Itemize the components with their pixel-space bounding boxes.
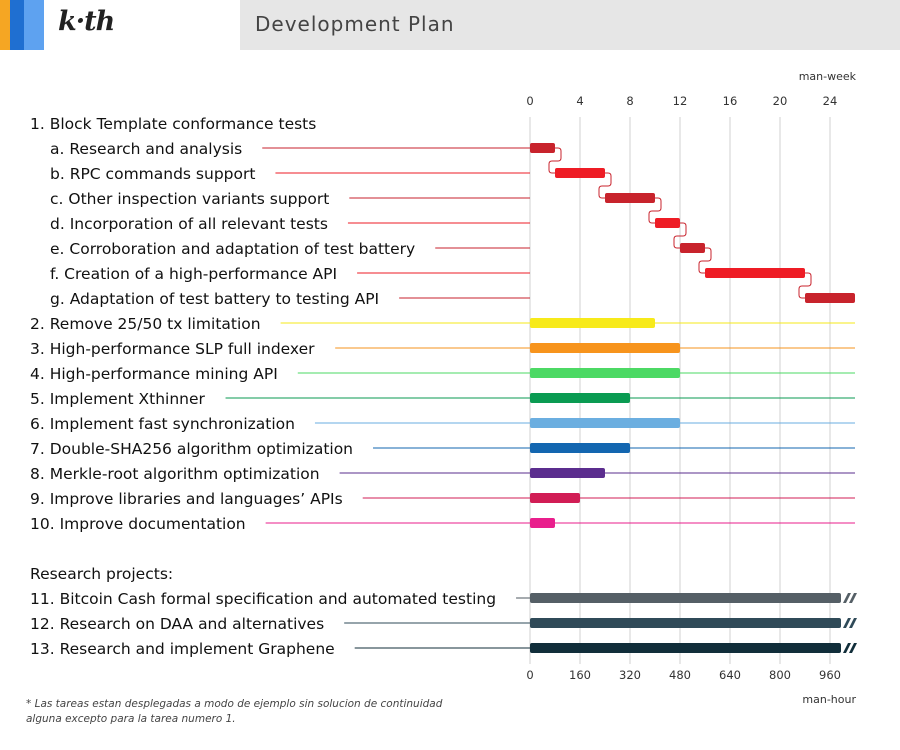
tick-label-bottom: 160 bbox=[569, 668, 591, 682]
task-label: e. Corroboration and adaptation of test … bbox=[50, 240, 415, 258]
task-label: 12. Research on DAA and alternatives bbox=[30, 615, 324, 633]
task-label: 11. Bitcoin Cash formal specification an… bbox=[30, 590, 496, 608]
dependency-connector bbox=[548, 147, 562, 174]
task-bar bbox=[530, 418, 680, 428]
tick-label-bottom: 0 bbox=[526, 668, 533, 682]
task-label: b. RPC commands support bbox=[50, 165, 255, 183]
task-bar bbox=[655, 218, 680, 228]
task-bar bbox=[705, 268, 805, 278]
tick-label-bottom: 960 bbox=[819, 668, 841, 682]
dependency-connector bbox=[698, 247, 712, 274]
task-label: 13. Research and implement Graphene bbox=[30, 640, 335, 658]
task-label: Research projects: bbox=[30, 565, 173, 583]
task-label: 1. Block Template conformance tests bbox=[30, 115, 316, 133]
task-bar bbox=[530, 343, 680, 353]
task-bar bbox=[530, 643, 841, 653]
ongoing-marker bbox=[843, 643, 851, 653]
dependency-connector bbox=[648, 197, 662, 224]
task-label: 8. Merkle-root algorithm optimization bbox=[30, 465, 320, 483]
brand-stripe-orange bbox=[0, 0, 10, 50]
task-bar bbox=[530, 393, 630, 403]
task-bar bbox=[530, 468, 605, 478]
ongoing-marker bbox=[849, 593, 857, 603]
task-bar bbox=[680, 243, 705, 253]
task-bar bbox=[530, 368, 680, 378]
task-label: c. Other inspection variants support bbox=[50, 190, 329, 208]
task-bar bbox=[530, 318, 655, 328]
logo-box bbox=[44, 0, 240, 50]
task-label: 5. Implement Xthinner bbox=[30, 390, 206, 408]
ongoing-marker bbox=[849, 643, 857, 653]
task-label: d. Incorporation of all relevant tests bbox=[50, 215, 328, 233]
task-bar bbox=[530, 493, 580, 503]
dependency-connector bbox=[598, 172, 612, 199]
task-bar bbox=[530, 143, 555, 153]
dependency-connector bbox=[673, 222, 687, 249]
axis-unit-bottom: man-hour bbox=[802, 693, 856, 706]
task-label: a. Research and analysis bbox=[50, 140, 242, 158]
footnote: * Las tareas estan desplegadas a modo de… bbox=[26, 698, 443, 725]
task-bar bbox=[530, 618, 841, 628]
task-bar bbox=[555, 168, 605, 178]
tick-label-top: 0 bbox=[526, 94, 533, 108]
task-bar bbox=[605, 193, 655, 203]
ongoing-marker bbox=[849, 618, 857, 628]
task-label: 2. Remove 25/50 tx limitation bbox=[30, 315, 261, 333]
tick-label-top: 20 bbox=[773, 94, 788, 108]
tick-label-bottom: 320 bbox=[619, 668, 641, 682]
axis-unit-top: man-week bbox=[799, 70, 857, 83]
dependency-connector bbox=[798, 272, 812, 299]
task-label: 9. Improve libraries and languages’ APIs bbox=[30, 490, 343, 508]
tick-label-top: 16 bbox=[723, 94, 738, 108]
task-bar bbox=[530, 518, 555, 528]
task-bar bbox=[530, 443, 630, 453]
task-label: g. Adaptation of test battery to testing… bbox=[50, 290, 379, 308]
tick-label-top: 12 bbox=[673, 94, 688, 108]
tick-label-bottom: 800 bbox=[769, 668, 791, 682]
task-bar bbox=[530, 593, 841, 603]
header-bar: k·th Development Plan bbox=[0, 0, 900, 50]
logo: k·th bbox=[58, 6, 115, 37]
task-label: 4. High-performance mining API bbox=[30, 365, 278, 383]
task-label: f. Creation of a high-performance API bbox=[50, 265, 337, 283]
tick-label-top: 4 bbox=[576, 94, 583, 108]
tick-label-bottom: 480 bbox=[669, 668, 691, 682]
task-label: 7. Double-SHA256 algorithm optimization bbox=[30, 440, 353, 458]
tick-label-bottom: 640 bbox=[719, 668, 741, 682]
brand-stripe-blue bbox=[10, 0, 24, 50]
tick-label-top: 8 bbox=[626, 94, 633, 108]
page-title: Development Plan bbox=[255, 12, 455, 36]
task-label: 3. High-performance SLP full indexer bbox=[30, 340, 315, 358]
task-bar bbox=[805, 293, 855, 303]
tick-label-top: 24 bbox=[823, 94, 838, 108]
brand-stripe-lightblue bbox=[24, 0, 44, 50]
task-label: 10. Improve documentation bbox=[30, 515, 246, 533]
ongoing-marker bbox=[843, 593, 851, 603]
ongoing-marker bbox=[843, 618, 851, 628]
task-label: 6. Implement fast synchronization bbox=[30, 415, 295, 433]
